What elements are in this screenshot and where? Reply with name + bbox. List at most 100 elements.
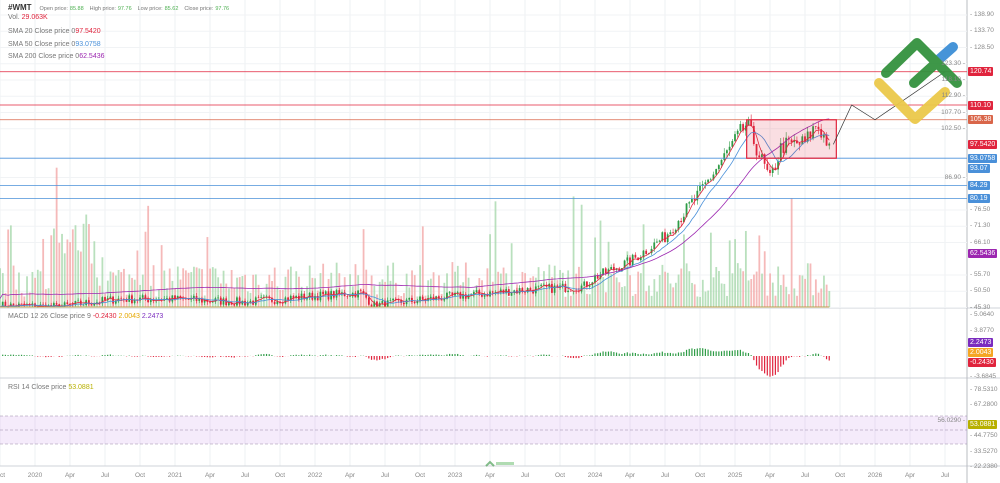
watermark-text-shape [496,462,514,465]
volume-bar [324,296,327,307]
volume-bar [184,270,187,307]
volume-bar [761,273,763,307]
volume-bar [295,271,298,307]
volume-bar [497,271,500,307]
volume-bar [446,273,448,307]
volume-bar [341,289,343,307]
time-tick: 2022 [307,472,323,479]
sma200-line [0,118,830,299]
volume-bar [674,282,677,307]
volume-bar [742,271,745,307]
sma200-legend[interactable]: SMA 200 Close price 062.5436 [8,53,105,60]
volume-bar [219,283,222,307]
candle-body [556,285,559,287]
volume-bar [217,277,220,307]
candle-body [93,303,96,306]
candle-body [707,179,709,183]
volume-bar [381,279,384,307]
price-tick: - 128.50 [970,43,994,51]
volume-bar [779,285,782,307]
volume-bar [333,295,335,307]
volume-bar [101,257,104,307]
volume-bar [494,201,497,307]
candle-body [271,297,273,302]
candle-body [448,292,451,293]
candle-body [354,292,357,298]
level-tag: 62.5436 [968,249,998,259]
volume-bar [448,291,451,307]
volume-bar [298,276,300,307]
candle-body [715,169,718,175]
candle-body [74,301,77,305]
candle-body [297,295,300,300]
macd-legend[interactable]: MACD 12 26 Close price 9 -0.2430 2.0043 … [8,313,163,320]
candle-body [771,167,774,173]
volume-bar [93,241,96,307]
candle-body [801,136,804,145]
volume-bar [691,282,693,307]
candle-body [524,291,526,293]
candle-body [475,290,478,293]
candle-body [71,304,74,305]
rsi-legend[interactable]: RSI 14 Close price 53.0881 [8,384,94,391]
candle-body [521,288,524,292]
sma50-legend[interactable]: SMA 50 Close price 093.0758 [8,41,101,48]
vol-value: 29.063K [21,14,48,21]
candle-body [537,285,540,287]
volume-bar [376,294,378,307]
macd-tick: - -3.6845 [970,373,997,380]
candle-body [343,292,346,297]
candle-body [682,216,685,223]
volume-bar [421,226,424,307]
candle-body [747,119,750,126]
volume-bar [378,281,381,307]
candle-body [104,297,106,301]
open-label: Open price: [39,6,68,12]
candle-body [408,297,411,300]
candle-body [717,165,720,170]
volume-bar [190,272,193,307]
macd-tag: -0.2430 [968,358,996,367]
open-value: 85.88 [69,6,84,12]
time-tick: Oct [0,472,6,479]
candle-body [822,134,825,138]
volume-bar [734,239,736,307]
price-tick: 86.90 - [944,173,965,181]
volume-bar [666,272,669,307]
volume-bar [149,285,152,307]
volume-bar [268,274,271,307]
volume-bar [271,280,273,307]
candle-body [370,304,373,307]
volume-bar [594,237,596,307]
candle-body [4,301,7,307]
candle-body [688,202,691,204]
volume-bar [335,262,338,307]
sma20-legend[interactable]: SMA 20 Close price 097.5420 [8,28,101,35]
volume-bar [626,251,629,307]
time-tick: Jul [800,472,810,479]
candle-body [782,143,785,153]
volume-bar [736,263,739,307]
volume-bar [817,292,820,307]
candle-body [720,159,723,166]
volume-bar [524,273,526,307]
volume-bar [254,274,257,307]
macd-signal-value: 2.0043 [118,313,140,320]
volume-bar [131,277,133,307]
time-tick: Apr [764,472,776,479]
candle-body [31,303,34,305]
candle-body [701,184,704,186]
candle-body [728,146,731,151]
candle-body [553,285,556,293]
candle-body [384,300,386,307]
candle-body [723,153,726,160]
candle-body [629,257,631,266]
volume-bar [50,235,53,307]
macd-tag: 2.0043 [968,348,994,357]
candle-body [120,298,123,300]
watermark-logo-icon [485,460,514,467]
candle-body [734,134,736,142]
volume-bar [244,274,246,307]
candle-body [518,288,521,294]
